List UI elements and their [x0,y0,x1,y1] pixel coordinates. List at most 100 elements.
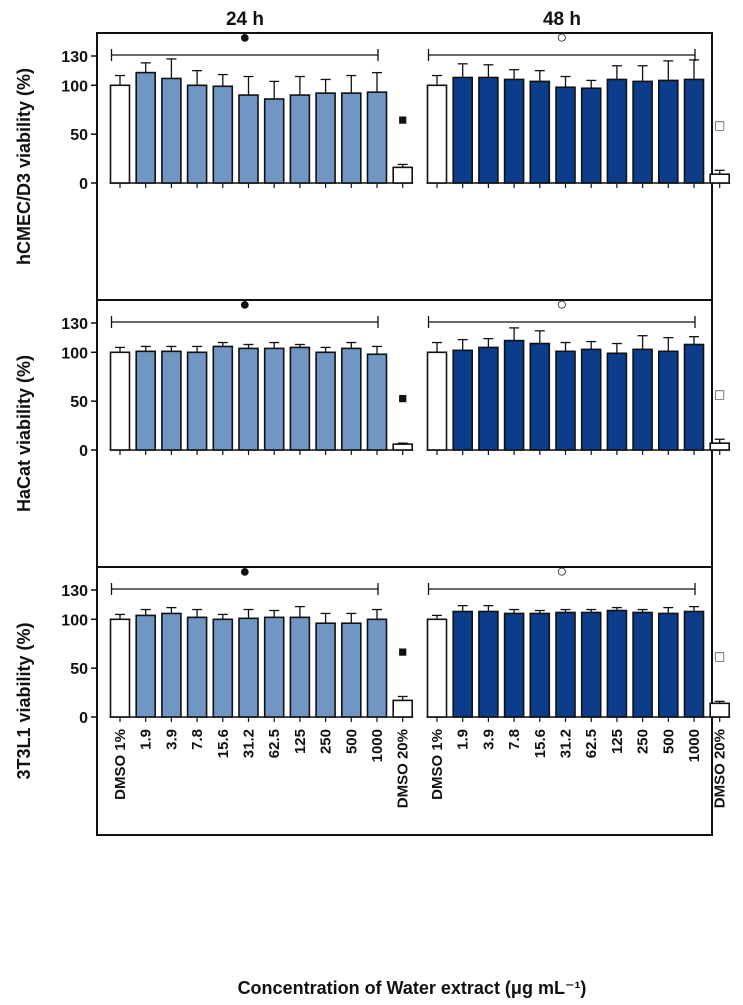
bar [709,173,731,184]
bar [555,611,576,718]
low-viability-marker: □ [715,386,724,403]
category-label: 1000 [369,729,386,762]
bar [366,91,388,184]
category-label: 250 [635,729,652,754]
y-tick-label: 130 [61,316,88,333]
category-label: 1.9 [138,729,155,750]
bar [161,77,182,184]
plot-area: hCMEC/D3 viability (%) 050100130●■○□HaCat… [14,27,731,836]
panel-3: 3T3L1 viability (%) 0 50 100 130 ● ■ DMSO 1% 1.9… [14,561,731,808]
column-title-24h: 24 h [226,9,264,30]
bar [109,351,131,451]
category-label: DMSO 20% [712,729,729,808]
bar [212,345,234,451]
bar [263,347,285,451]
bar [426,351,448,451]
series-48h: ○ □ DMSO 1% 1.9 3.9 7.8 15.6 31.2 62.5 125 250 500 1… [426,561,731,808]
category-label: 15.6 [215,729,232,758]
column-title-48h: 48 h [543,9,581,30]
bar [478,346,499,451]
bar [238,617,259,718]
category-label: 250 [318,729,335,754]
series-24h: ●■ [109,294,414,455]
category-label: 1.9 [455,729,472,750]
bar [366,353,388,451]
category-label: 3.9 [480,729,497,750]
bracket-marker: ● [239,294,250,314]
low-viability-marker: □ [715,117,724,134]
bar [263,98,285,184]
bar [263,616,285,718]
bracket-marker: ○ [556,294,567,314]
bar [632,348,653,451]
bar [529,342,551,451]
bar [657,612,679,718]
series-24h: ●■ [109,27,414,188]
bracket-marker: ○ [556,27,567,47]
bar [186,351,208,451]
bar [289,94,311,184]
category-label: 62.5 [266,729,283,758]
bar [161,612,182,718]
chart-frame [96,32,713,836]
bar [709,442,731,451]
y-tick-label: 130 [61,583,88,600]
bar [238,94,259,184]
bar [683,343,705,451]
category-label: 31.2 [241,729,258,758]
bar [478,610,499,718]
bar [606,352,628,451]
category-label: 1000 [686,729,703,762]
low-viability-marker: ■ [398,390,407,407]
bar [212,618,234,718]
bar [392,166,414,184]
category-label: 3.9 [163,729,180,750]
bar [555,86,576,184]
y-tick-label: 50 [70,394,88,411]
y-tick-label: 100 [61,612,88,629]
low-viability-marker: ■ [398,643,407,660]
bar [683,610,705,718]
low-viability-marker: □ [715,648,724,665]
bar [606,609,628,718]
category-label: 7.8 [189,729,206,750]
bar [632,80,653,184]
category-label: 62.5 [583,729,600,758]
bracket-marker: ● [239,27,250,47]
y-tick-label: 50 [70,661,88,678]
bar [683,78,705,184]
bar [555,350,576,451]
bar [657,350,679,451]
bracket-marker: ○ [556,561,567,581]
bar [503,612,525,718]
bar [315,351,336,451]
x-axis-title: Concentration of Water extract (μg mL⁻¹) [238,978,587,998]
bar [161,350,182,451]
bar [503,78,525,184]
bar [135,350,156,451]
bar [289,346,311,451]
y-axis-label: HaCat viability (%) [14,355,34,512]
category-label: 31.2 [558,729,575,758]
y-axis-label: 3T3L1 viability (%) [14,622,34,779]
bar [580,611,602,718]
y-tick-label: 100 [61,345,88,362]
bar [452,610,474,718]
bar [340,347,362,451]
bar [580,87,602,184]
bar [315,622,336,718]
series-48h: ○□ [426,27,731,188]
bar [109,84,131,184]
bar [366,618,388,718]
bar [340,622,362,718]
y-tick-label: 0 [79,176,88,193]
bar [657,79,679,184]
bar [315,92,336,184]
bar [426,618,448,718]
bar [709,702,731,718]
category-label: DMSO 1% [429,729,446,800]
category-label: DMSO 1% [112,729,129,800]
